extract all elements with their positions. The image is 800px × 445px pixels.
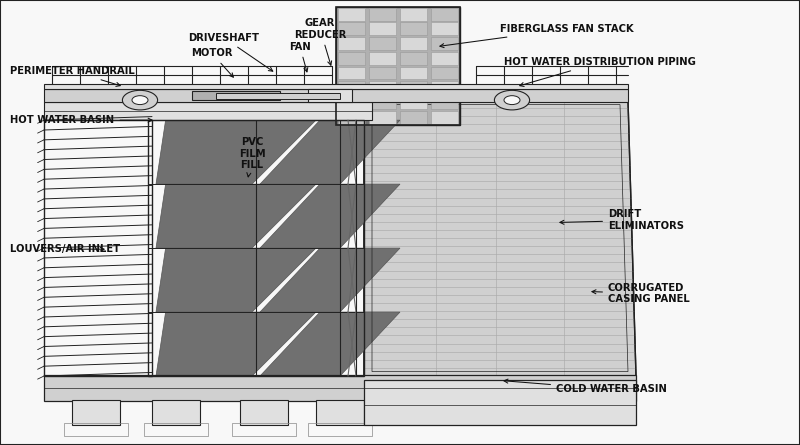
Bar [400, 8, 426, 20]
Bar [400, 66, 426, 80]
Bar [370, 66, 395, 80]
Bar [308, 89, 352, 102]
Text: HOT WATER DISTRIBUTION PIPING: HOT WATER DISTRIBUTION PIPING [504, 57, 696, 86]
Text: MOTOR: MOTOR [191, 49, 234, 77]
Bar [370, 22, 395, 35]
Bar [431, 111, 458, 124]
Bar [400, 96, 426, 109]
Bar [370, 96, 395, 109]
Text: COLD WATER BASIN: COLD WATER BASIN [504, 379, 667, 394]
Bar [400, 111, 426, 124]
Polygon shape [156, 248, 316, 312]
Bar [338, 52, 365, 65]
Polygon shape [260, 184, 400, 248]
Text: FAN: FAN [289, 42, 311, 72]
Bar [400, 37, 426, 50]
Text: DRIVESHAFT: DRIVESHAFT [189, 33, 273, 71]
Bar [232, 423, 296, 436]
Bar [364, 380, 636, 425]
Bar [400, 81, 426, 94]
Bar [338, 81, 365, 94]
Bar [44, 375, 636, 400]
Polygon shape [156, 184, 316, 248]
Text: PVC
FILM
FILL: PVC FILM FILL [238, 137, 266, 177]
Text: GEAR
REDUCER: GEAR REDUCER [294, 18, 346, 65]
Polygon shape [260, 312, 400, 376]
Circle shape [494, 90, 530, 110]
Bar [431, 81, 458, 94]
Polygon shape [156, 120, 316, 184]
Text: DRIFT
ELIMINATORS: DRIFT ELIMINATORS [560, 210, 684, 231]
Bar [400, 52, 426, 65]
Bar [338, 37, 365, 50]
Text: HOT WATER BASIN: HOT WATER BASIN [10, 115, 152, 125]
Polygon shape [260, 120, 400, 184]
Bar [338, 66, 365, 80]
Bar [338, 96, 365, 109]
Bar [400, 22, 426, 35]
Polygon shape [364, 100, 636, 376]
Bar [316, 400, 364, 425]
Bar [148, 120, 364, 376]
Bar [336, 7, 460, 125]
Bar [338, 22, 365, 35]
Bar [338, 8, 365, 20]
Bar [431, 8, 458, 20]
Polygon shape [156, 312, 316, 376]
Bar [370, 111, 395, 124]
Text: PERIMETER HANDRAIL: PERIMETER HANDRAIL [10, 66, 135, 86]
Bar [240, 400, 288, 425]
Bar [370, 52, 395, 65]
Bar [431, 96, 458, 109]
Bar [431, 22, 458, 35]
Bar [44, 89, 628, 102]
Bar [370, 37, 395, 50]
Circle shape [132, 96, 148, 105]
Bar [431, 52, 458, 65]
Bar [64, 423, 128, 436]
Bar [152, 400, 200, 425]
Bar [44, 120, 152, 376]
Circle shape [122, 90, 158, 110]
Bar [370, 81, 395, 94]
Bar [308, 423, 372, 436]
Bar [44, 102, 372, 120]
Bar [72, 400, 120, 425]
Bar [370, 8, 395, 20]
Text: FIBERGLASS FAN STACK: FIBERGLASS FAN STACK [440, 24, 634, 48]
Polygon shape [260, 248, 400, 312]
Bar [192, 91, 280, 100]
Bar [431, 37, 458, 50]
Bar [431, 66, 458, 80]
Bar [44, 84, 628, 89]
Text: LOUVERS/AIR INLET: LOUVERS/AIR INLET [10, 244, 121, 254]
Circle shape [504, 96, 520, 105]
Text: CORRUGATED
CASING PANEL: CORRUGATED CASING PANEL [592, 283, 690, 304]
Bar [336, 7, 460, 125]
Bar [338, 111, 365, 124]
Bar [216, 93, 340, 99]
Bar [144, 423, 208, 436]
